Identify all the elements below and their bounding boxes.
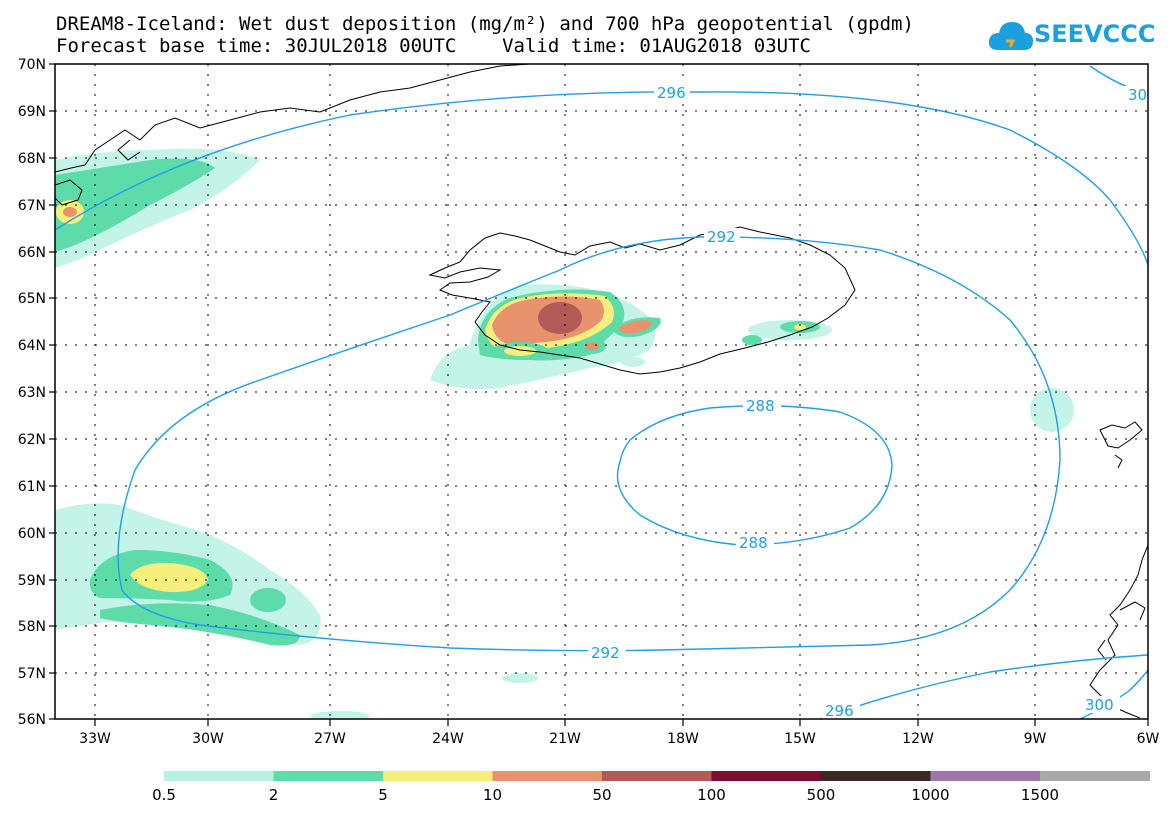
lat-label: 68N — [18, 151, 46, 167]
legend-threshold-label: 500 — [806, 786, 836, 804]
legend-swatch — [1040, 771, 1150, 781]
coastline-faroe — [1099, 421, 1143, 449]
lon-label: 21W — [549, 731, 581, 747]
longitude-labels: 33W 30W 27W 24W 21W 18W 15W 12W 9W 6W — [79, 731, 1159, 747]
lat-label: 61N — [18, 479, 46, 495]
legend-threshold-label: 1000 — [911, 786, 950, 804]
lon-label: 27W — [314, 731, 346, 747]
contour-labels: 296 30 292 288 288 292 296 300 — [588, 84, 1150, 720]
lon-label: 15W — [784, 731, 816, 747]
contour-label-30: 30 — [1128, 86, 1147, 104]
legend-swatch — [273, 771, 384, 781]
legend-swatch — [711, 771, 822, 781]
lat-label: 67N — [18, 198, 46, 214]
contour-label-300-south: 300 — [1085, 696, 1114, 714]
legend-swatch — [383, 771, 493, 781]
contour-296-south — [819, 654, 1148, 719]
lon-label: 18W — [667, 731, 699, 747]
deposition-faroe — [1030, 388, 1074, 432]
contour-292 — [117, 236, 1061, 652]
lat-label: 57N — [18, 666, 46, 682]
legend-swatch — [164, 771, 274, 781]
latitude-labels: 70N 69N 68N 67N 66N 65N 64N 63N 62N 61N … — [18, 57, 46, 728]
contour-label-288-north: 288 — [746, 397, 775, 415]
axis-ticks — [49, 63, 1149, 726]
lat-label: 60N — [18, 526, 46, 542]
legend-colorbar — [164, 771, 1150, 781]
coastline-scotland — [1089, 544, 1148, 719]
lat-label: 63N — [18, 385, 46, 401]
contour-label-296-north: 296 — [657, 84, 686, 102]
legend-threshold-label: 2 — [268, 786, 279, 804]
lat-label: 65N — [18, 291, 46, 307]
lon-label: 30W — [192, 731, 224, 747]
lat-label: 58N — [18, 619, 46, 635]
legend-threshold-label: 100 — [697, 786, 726, 804]
lat-label: 56N — [18, 712, 46, 728]
map-title: DREAM8-Iceland: Wet dust deposition (mg/… — [56, 13, 914, 35]
lat-label: 66N — [18, 245, 46, 261]
lat-label: 70N — [18, 57, 46, 73]
contour-label-288-south: 288 — [739, 534, 768, 552]
contour-label-296-south: 296 — [825, 702, 854, 720]
coastline-greenland — [55, 64, 531, 173]
lon-label: 24W — [432, 731, 464, 747]
cloud-icon — [988, 22, 1033, 50]
contour-label-292-south: 292 — [591, 644, 620, 662]
logo-text: SEEVCCC — [1034, 20, 1156, 48]
legend-swatch — [821, 771, 931, 781]
contour-296-north — [55, 91, 1148, 266]
lat-label: 64N — [18, 338, 46, 354]
map-subtitle: Forecast base time: 30JUL2018 00UTC Vali… — [56, 35, 811, 57]
contour-288 — [616, 405, 893, 546]
lat-label: 62N — [18, 432, 46, 448]
coastline-iceland — [428, 226, 856, 375]
legend-threshold-label: 10 — [482, 786, 503, 804]
legend-threshold-label: 1500 — [1020, 786, 1060, 804]
lat-label: 59N — [18, 573, 46, 589]
contour-label-292-north: 292 — [707, 228, 736, 246]
graticule — [55, 64, 1148, 719]
lat-label: 69N — [18, 104, 46, 120]
lon-label: 12W — [902, 731, 934, 747]
lon-label: 9W — [1024, 731, 1047, 747]
legend-threshold-label: 50 — [592, 786, 612, 804]
legend-swatch — [930, 771, 1041, 781]
lon-label: 6W — [1137, 731, 1160, 747]
legend-swatch — [492, 771, 603, 781]
legend-threshold-label: 0.5 — [152, 786, 176, 804]
legend-threshold-label: 5 — [378, 786, 388, 804]
legend-swatch — [602, 771, 712, 781]
lon-label: 33W — [79, 731, 111, 747]
